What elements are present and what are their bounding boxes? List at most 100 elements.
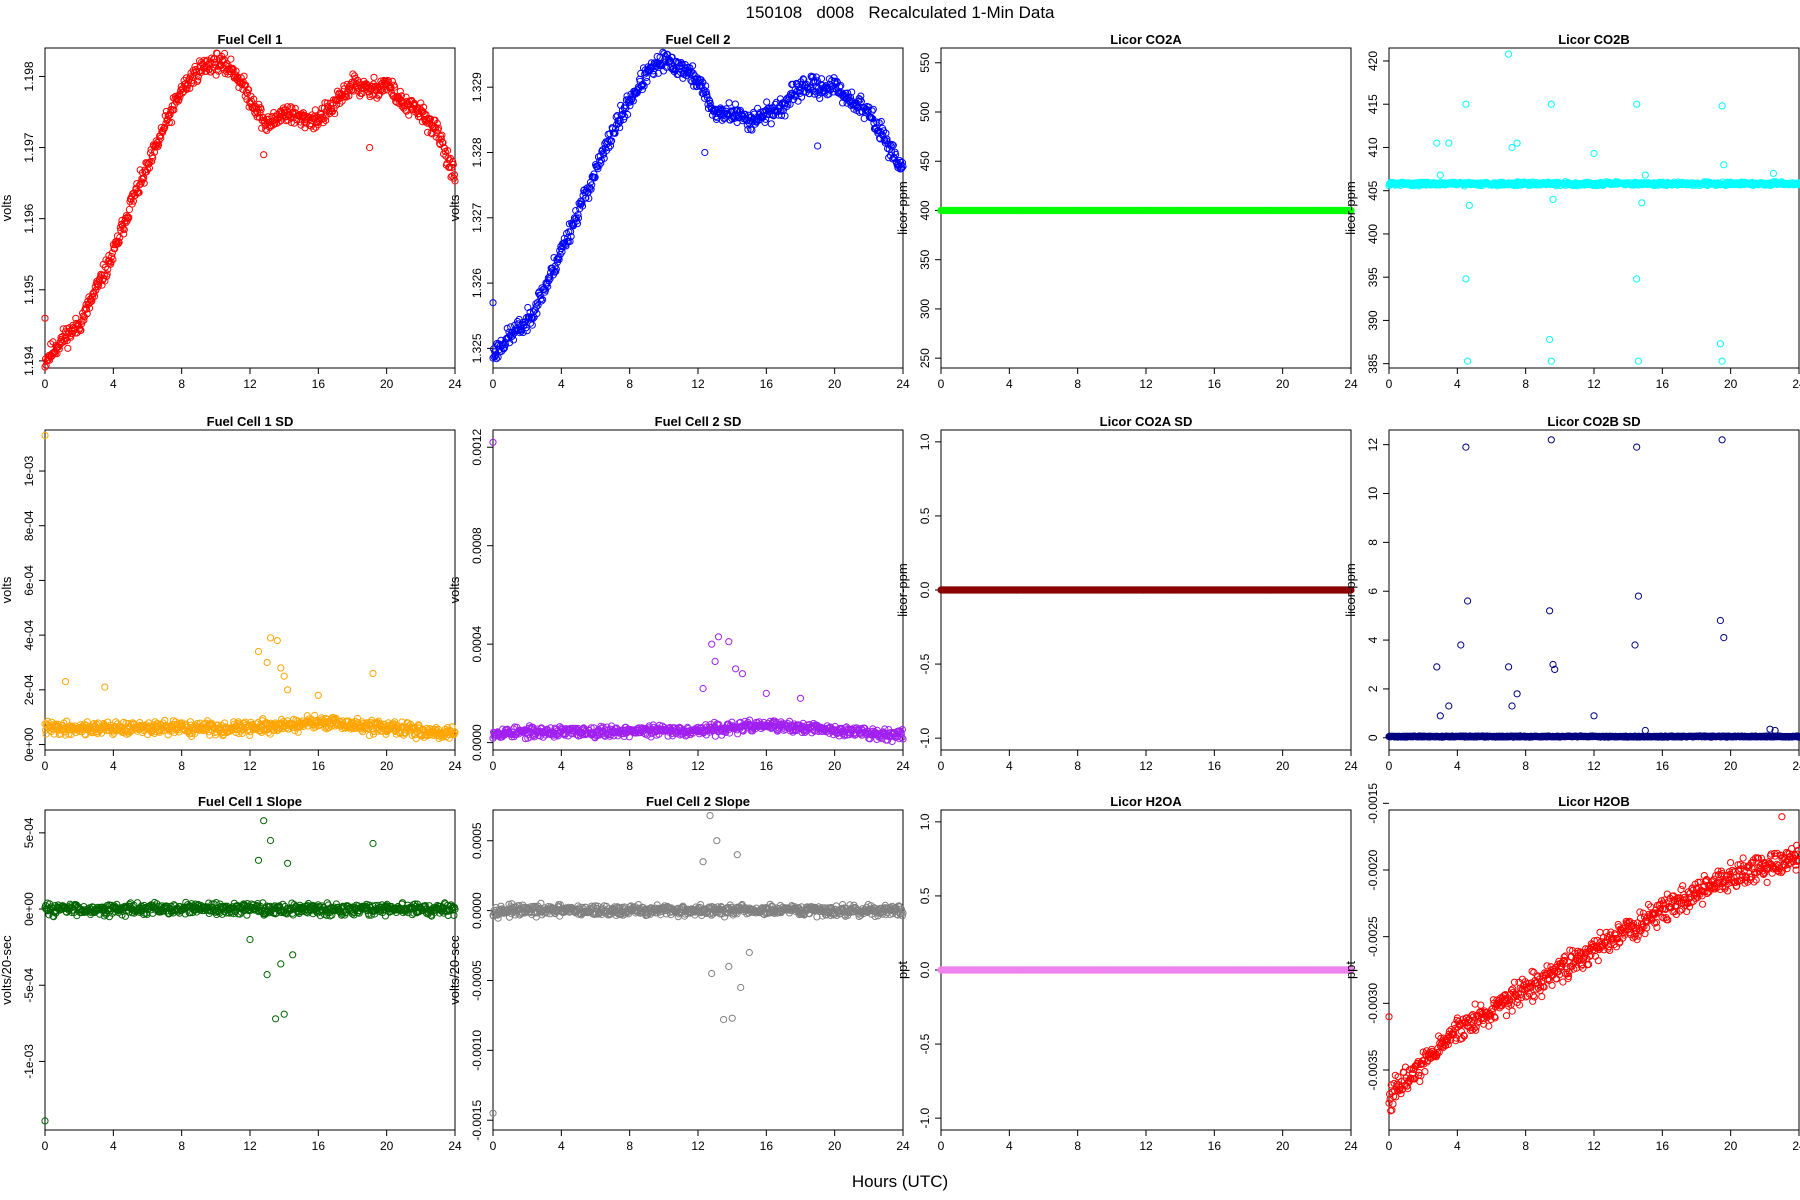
data-point-outlier [1465, 201, 1473, 209]
y-tick-label: 1.198 [22, 61, 36, 91]
data-point [889, 141, 897, 149]
data-point [607, 137, 615, 145]
data-point-outlier [284, 686, 292, 694]
data-point [165, 118, 173, 127]
data-point [125, 205, 133, 214]
data-point [277, 116, 285, 125]
data-point-outlier [277, 664, 285, 672]
data-points [489, 438, 907, 746]
y-axis-label: licor-ppm [895, 563, 910, 616]
data-point [892, 150, 900, 158]
data-point [47, 340, 55, 348]
y-tick-label: 1.197 [22, 132, 36, 162]
data-point-outlier [314, 691, 322, 699]
data-point [552, 265, 560, 273]
x-tick-label: 4 [1454, 377, 1461, 391]
data-point [434, 124, 443, 132]
x-tick-label: 16 [312, 759, 326, 773]
y-tick-label: 0.0004 [470, 625, 484, 662]
data-point-outlier [762, 689, 770, 698]
x-tick-label: 12 [1139, 759, 1153, 773]
data-point-outlier [263, 658, 271, 667]
y-tick-label: 4e-04 [22, 619, 36, 650]
x-tick-label: 8 [1074, 759, 1081, 773]
x-tick-label: 16 [1208, 377, 1222, 391]
data-point [125, 213, 133, 221]
data-point [566, 237, 574, 245]
x-tick-label: 16 [312, 377, 326, 391]
data-point [161, 112, 169, 120]
data-point [253, 104, 261, 112]
data-point [283, 103, 291, 111]
data-point [194, 76, 202, 84]
data-point [491, 348, 499, 356]
data-point [490, 353, 498, 361]
y-tick-label: 1.196 [22, 203, 36, 233]
data-point [706, 99, 714, 108]
x-tick-label: 4 [1006, 759, 1013, 773]
y-tick-label: 1.327 [470, 202, 484, 232]
y-axis-label: volts [0, 194, 14, 221]
data-point [322, 116, 330, 125]
y-tick-label: 1.326 [470, 268, 484, 298]
y-tick-label: 1.194 [22, 346, 36, 376]
data-point [109, 255, 117, 264]
x-tick-label: 4 [558, 759, 565, 773]
x-tick-label: 8 [1522, 377, 1529, 391]
data-point [888, 141, 896, 149]
data-point [829, 85, 837, 93]
data-point [532, 303, 540, 311]
data-point [509, 336, 518, 344]
data-point [590, 174, 599, 182]
x-tick-label: 4 [558, 377, 565, 391]
data-point [763, 98, 771, 106]
x-tick-label: 8 [178, 759, 185, 773]
data-point-outlier [61, 678, 70, 686]
data-point-outlier [41, 314, 49, 322]
data-point [349, 70, 357, 78]
data-point [606, 142, 615, 150]
x-tick-label: 24 [1792, 377, 1800, 391]
y-tick-label: 0.0012 [470, 429, 484, 466]
y-axis-label: licor-ppm [1343, 181, 1358, 234]
data-point-outlier [101, 683, 109, 691]
data-point [722, 105, 730, 113]
data-point-outlier [1464, 357, 1472, 365]
plot-frame [492, 429, 904, 751]
data-point [257, 106, 265, 114]
data-point [291, 104, 299, 112]
data-points [41, 431, 459, 743]
data-point [154, 141, 163, 149]
chart-title: Licor CO2B [1558, 32, 1630, 47]
data-point-outlier [711, 657, 719, 666]
data-point-outlier [1547, 100, 1555, 108]
y-tick-label: 0.5 [918, 507, 932, 524]
y-tick-label: 1.329 [470, 72, 484, 102]
y-tick-label: 450 [918, 151, 932, 171]
y-tick-label: 1e-03 [22, 455, 36, 486]
data-point [812, 73, 820, 81]
x-tick-label: 4 [110, 377, 117, 391]
data-point-outlier [369, 669, 377, 678]
data-point [662, 63, 671, 71]
data-point-outlier [1549, 195, 1557, 203]
data-point-outlier [1505, 50, 1513, 58]
data-point [444, 147, 452, 155]
data-point [797, 93, 806, 101]
data-point [438, 131, 446, 139]
data-point-outlier [1633, 275, 1641, 283]
plot-frame [44, 429, 456, 751]
data-point [777, 111, 786, 120]
data-point [748, 126, 756, 134]
data-point [817, 75, 826, 83]
x-tick-label: 0 [938, 759, 945, 773]
data-point [837, 82, 845, 90]
data-point [402, 107, 411, 115]
y-axis-label: volts [447, 194, 462, 221]
data-point [405, 111, 413, 119]
data-point [120, 230, 128, 238]
